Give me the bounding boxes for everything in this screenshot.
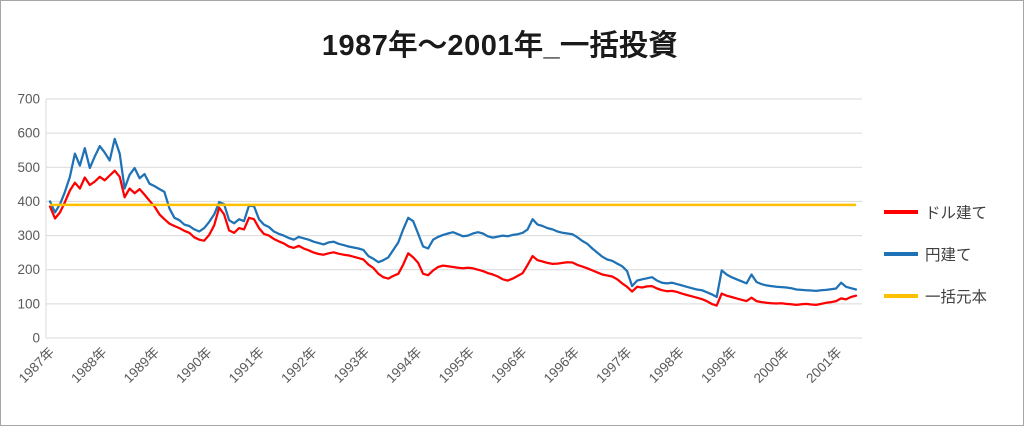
y-tick-label: 0: [32, 331, 40, 346]
y-tick-label: 100: [17, 296, 40, 311]
x-tick-label: 1990年: [173, 345, 214, 386]
x-tick-label: 2001年: [803, 345, 844, 386]
series-line-yen: [48, 137, 858, 299]
x-tick-label: 1996年: [541, 345, 582, 386]
legend-swatch-principal-icon: [884, 293, 918, 298]
x-tick-label: 1992年: [278, 345, 319, 386]
chart-title: 1987年～2001年_一括投資: [321, 30, 679, 62]
x-tick-label: 1995年: [436, 345, 477, 386]
legend: ドル建て 円建て 一括元本: [884, 202, 988, 306]
x-tick-label: 1988年: [68, 345, 109, 386]
y-tick-label: 700: [17, 92, 40, 107]
x-tick-label: 1999年: [698, 345, 739, 386]
x-tick-label: 1991年: [226, 345, 267, 386]
x-tick-label: 1996年: [488, 345, 529, 386]
x-tick-label: 1989年: [121, 345, 162, 386]
legend-item-yen: 円建て: [884, 244, 987, 264]
x-tick-label: 1998年: [646, 345, 687, 386]
legend-swatch-dollar-icon: [884, 209, 918, 214]
legend-item-principal: 一括元本: [884, 286, 988, 306]
legend-item-dollar: ドル建て: [884, 202, 988, 222]
y-tick-label: 400: [17, 194, 40, 209]
legend-swatch-yen-icon: [884, 251, 918, 256]
x-tick-label: 1997年: [593, 345, 634, 386]
x-tick-label: 1987年: [16, 345, 57, 386]
y-tick-label: 600: [17, 126, 40, 141]
x-tick-label: 1993年: [331, 345, 372, 386]
legend-label-yen: 円建て: [925, 246, 972, 264]
y-tick-label: 500: [17, 160, 40, 175]
y-tick-label: 300: [17, 228, 40, 243]
x-tick-label: 1994年: [383, 345, 424, 386]
legend-label-principal: 一括元本: [925, 288, 988, 306]
y-tick-label: 200: [17, 262, 40, 277]
series-line-dollar: [48, 169, 858, 307]
x-tick-label: 2000年: [751, 345, 792, 386]
legend-label-dollar: ドル建て: [925, 204, 988, 222]
